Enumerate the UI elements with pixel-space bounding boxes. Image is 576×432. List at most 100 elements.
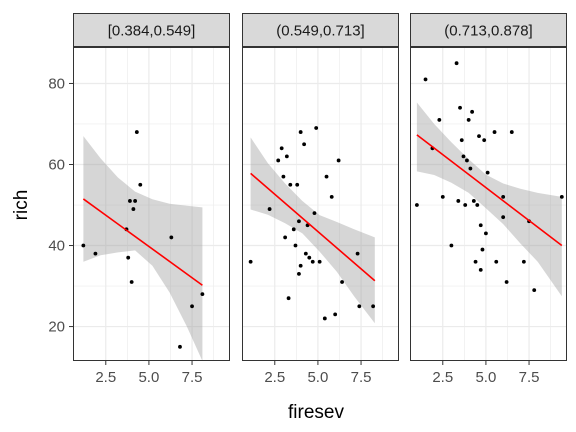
panel-plot-area [410, 47, 567, 361]
data-point [475, 203, 480, 207]
data-point [440, 195, 445, 199]
data-point [314, 126, 319, 130]
data-point [293, 243, 298, 248]
data-point [134, 130, 139, 134]
data-point [449, 243, 454, 248]
data-point [190, 304, 194, 309]
data-point [532, 288, 537, 292]
regression-line [416, 134, 563, 247]
x-tick-label: 2.5 [264, 369, 285, 386]
data-point [492, 130, 497, 134]
facet-strip [410, 13, 567, 47]
facet-panel: (0.549,0.713] [242, 13, 399, 361]
regression-line [250, 172, 376, 282]
facet-panel: [0.384,0.549] [73, 13, 230, 361]
data-point [501, 215, 506, 220]
x-axis-title: firesev [288, 402, 344, 423]
data-point [129, 280, 134, 284]
data-point [357, 304, 362, 309]
data-point [297, 219, 301, 224]
y-tick-label: 40 [48, 238, 65, 255]
x-tick-label: 2.5 [432, 369, 453, 386]
data-point [291, 227, 296, 232]
data-point [200, 292, 205, 297]
data-point [178, 344, 182, 349]
panel-border [410, 47, 567, 361]
data-point [317, 259, 322, 264]
data-point [465, 158, 469, 163]
x-tick-label: 5.0 [307, 369, 328, 386]
data-point [267, 207, 272, 211]
panel-plot-area [73, 47, 230, 361]
data-point [459, 138, 464, 143]
data-point [456, 199, 461, 203]
data-point [131, 207, 136, 211]
data-point [312, 211, 317, 216]
panel-background [73, 47, 230, 361]
data-point [463, 203, 468, 207]
confidence-band [83, 136, 203, 361]
x-tick-label: 7.5 [351, 369, 372, 386]
facet-strip-label: [0.384,0.549] [108, 23, 196, 40]
data-point [138, 182, 143, 187]
data-point [415, 203, 419, 207]
data-point [333, 312, 338, 317]
data-point [336, 158, 341, 163]
y-tick-label: 60 [48, 156, 65, 173]
data-point [478, 223, 483, 228]
facet-strip [242, 13, 399, 47]
data-point [423, 77, 428, 82]
data-point [437, 118, 442, 122]
data-point [286, 296, 291, 301]
x-tick-label: 5.0 [138, 369, 159, 386]
data-point [473, 259, 478, 264]
x-tick-label: 2.5 [95, 369, 116, 386]
data-point [466, 118, 471, 122]
confidence-band [250, 137, 375, 324]
data-point [521, 259, 526, 264]
data-point [501, 195, 506, 199]
data-point [509, 130, 514, 134]
data-point [284, 154, 289, 159]
data-point [355, 251, 360, 256]
confidence-band [416, 102, 562, 297]
data-point [458, 105, 462, 110]
data-point [283, 235, 288, 240]
data-point [281, 174, 286, 179]
data-point [302, 142, 307, 147]
data-point [482, 138, 487, 143]
data-point [559, 195, 564, 199]
data-point [298, 130, 303, 134]
facet-strip-label: (0.713,0.878] [444, 23, 532, 40]
data-point [297, 271, 301, 276]
data-point [169, 235, 174, 240]
data-point [340, 280, 344, 284]
data-point [484, 231, 488, 236]
data-point [298, 263, 303, 268]
data-point [461, 154, 466, 159]
data-point [133, 199, 138, 203]
data-point [504, 280, 509, 284]
data-point [81, 243, 86, 248]
data-point [126, 255, 131, 260]
panel-background [410, 47, 567, 361]
data-point [329, 195, 334, 199]
data-point [93, 251, 98, 256]
data-point [470, 109, 475, 114]
data-point [324, 174, 329, 179]
panel-border [242, 47, 399, 361]
x-tick-label: 7.5 [182, 369, 203, 386]
data-point [371, 304, 376, 309]
data-point [279, 146, 284, 151]
data-point [248, 259, 253, 264]
data-point [494, 259, 499, 264]
panel-background [242, 47, 399, 361]
data-point [310, 259, 315, 264]
x-axis: 2.5 5.0 7.5 2.5 5.0 7.5 2.5 5.0 7.5 [95, 361, 539, 386]
x-tick-label: 7.5 [519, 369, 540, 386]
y-tick-label: 20 [48, 319, 65, 336]
y-tick-label: 80 [48, 75, 65, 92]
chart-panels: [0.384,0.549] (0.549,0.713] (0.713,0.878] [73, 13, 567, 361]
data-point [322, 316, 327, 321]
